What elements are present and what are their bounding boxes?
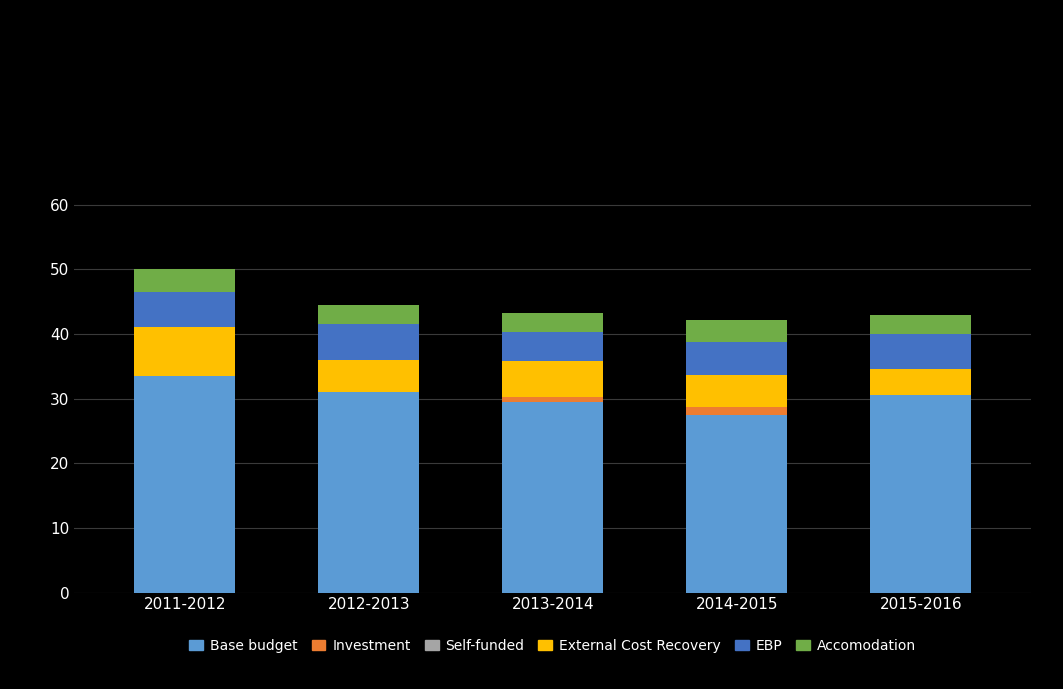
Bar xyxy=(686,415,788,593)
Bar xyxy=(686,342,788,375)
Bar xyxy=(502,397,604,402)
Bar xyxy=(871,369,972,395)
Bar xyxy=(134,327,235,376)
Bar xyxy=(134,376,235,593)
Bar xyxy=(502,402,604,593)
Bar xyxy=(686,320,788,342)
Bar xyxy=(502,332,604,361)
Bar xyxy=(686,407,788,415)
Bar xyxy=(318,392,420,593)
Bar xyxy=(871,334,972,369)
Bar xyxy=(134,269,235,292)
Bar xyxy=(871,314,972,334)
Bar xyxy=(686,375,788,407)
Legend: Base budget, Investment, Self-funded, External Cost Recovery, EBP, Accomodation: Base budget, Investment, Self-funded, Ex… xyxy=(184,633,922,658)
Bar xyxy=(871,395,972,593)
Bar xyxy=(318,360,420,392)
Bar xyxy=(502,361,604,397)
Bar xyxy=(502,313,604,332)
Bar xyxy=(134,292,235,327)
Bar xyxy=(318,305,420,325)
Bar xyxy=(318,325,420,360)
